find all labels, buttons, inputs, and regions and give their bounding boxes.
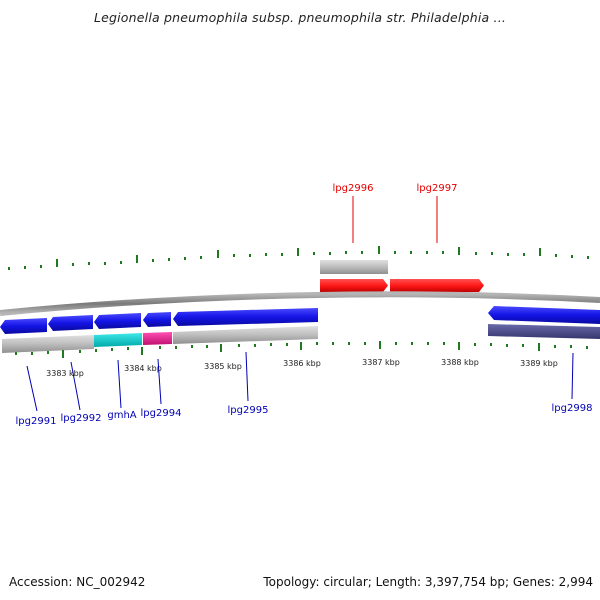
gene-gmhA-arrow[interactable]: [94, 313, 141, 329]
leader-lpg2998: [571, 352, 574, 400]
gene-lpg2994-arrow[interactable]: [143, 312, 171, 327]
scale-label-3383: 3383 kbp: [46, 369, 84, 378]
gene-lpg2992-arrow[interactable]: [48, 315, 93, 331]
outer-tick-row: [8, 246, 589, 270]
scale-label-3386: 3386 kbp: [283, 359, 321, 368]
gene-label-lpg2994[interactable]: lpg2994: [141, 408, 182, 419]
gene-label-lpg2991[interactable]: lpg2991: [16, 416, 57, 427]
map-title: Legionella pneumophila subsp. pneumophil…: [93, 10, 507, 25]
scale-label-3387: 3387 kbp: [362, 358, 400, 367]
accession-text: Accession: NC_002942: [9, 575, 146, 589]
gene-lpg2998-arrow[interactable]: [488, 306, 600, 324]
genome-backbone: [0, 291, 600, 316]
gene-label-lpg2998[interactable]: lpg2998: [552, 403, 593, 414]
gene-label-lpg2996[interactable]: lpg2996: [333, 183, 374, 194]
scale-label-3385: 3385 kbp: [204, 362, 242, 371]
leader-lpg2991: [26, 365, 38, 412]
scale-label-3389: 3389 kbp: [520, 359, 558, 368]
topology-summary: Topology: circular; Length: 3,397,754 bp…: [263, 575, 593, 589]
inner-tick-row: [15, 341, 588, 358]
scale-label-3388: 3388 kbp: [441, 358, 479, 367]
gene-lpg2995-arrow[interactable]: [173, 308, 318, 326]
gene-label-lpg2997[interactable]: lpg2997: [417, 183, 458, 194]
gene-lpg2996-arrow[interactable]: [320, 279, 388, 292]
leader-lpg2994: [157, 358, 162, 405]
gene-lpg2997-arrow[interactable]: [390, 279, 484, 292]
cds-bar-lower: [2, 324, 600, 353]
gene-label-lpg2992[interactable]: lpg2992: [61, 413, 102, 424]
gene-label-lpg2995[interactable]: lpg2995: [228, 405, 269, 416]
leader-gmhA: [117, 359, 122, 409]
scale-label-3384: 3384 kbp: [124, 364, 162, 373]
gene-lpg2991-arrow[interactable]: [0, 318, 47, 334]
gene-label-gmhA[interactable]: gmhA: [107, 410, 136, 421]
cds-bar-upper: [320, 260, 388, 274]
leader-lpg2992: [70, 361, 81, 411]
leader-lpg2995: [245, 351, 249, 402]
